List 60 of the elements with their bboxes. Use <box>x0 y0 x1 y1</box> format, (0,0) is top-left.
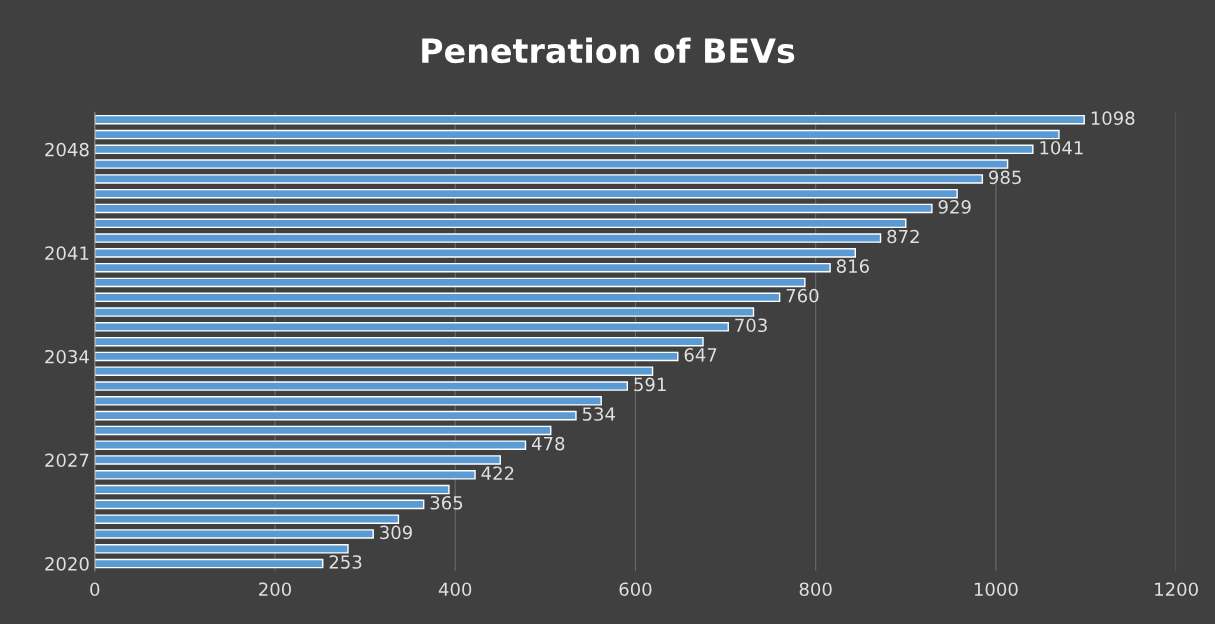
bar <box>94 218 907 229</box>
data-label: 309 <box>380 525 412 540</box>
bar <box>94 470 476 480</box>
bar <box>94 322 729 332</box>
bar <box>94 248 857 258</box>
x-tick-label: 800 <box>799 582 832 597</box>
bar <box>94 544 349 554</box>
bar <box>94 558 324 569</box>
bar <box>94 366 654 376</box>
data-label: 422 <box>481 466 514 480</box>
data-label: 1098 <box>1091 111 1135 125</box>
x-tick-label: 400 <box>438 582 472 597</box>
bar <box>94 277 806 288</box>
y-tick-label: 2041 <box>45 246 89 260</box>
bar <box>94 529 374 539</box>
x-tick-label: 200 <box>259 582 292 597</box>
bar <box>94 129 1060 140</box>
bar <box>94 292 781 303</box>
bar <box>94 144 1034 155</box>
bar <box>94 484 450 495</box>
data-label: 365 <box>430 495 463 510</box>
bar <box>94 174 984 184</box>
bar <box>94 351 679 362</box>
data-label: 534 <box>582 407 615 421</box>
bar <box>94 262 831 273</box>
data-label: 760 <box>786 288 819 303</box>
data-label: 591 <box>634 377 666 392</box>
data-label: 929 <box>938 200 971 214</box>
bar <box>94 425 552 436</box>
bar <box>94 381 629 391</box>
data-label: 1041 <box>1040 140 1083 155</box>
data-label: 985 <box>989 170 1021 185</box>
bar <box>94 396 602 406</box>
bar <box>94 410 577 421</box>
y-tick-label: 2020 <box>45 557 89 571</box>
bar <box>94 499 425 510</box>
y-tick-label: 2027 <box>45 453 89 468</box>
bar <box>94 233 882 243</box>
bar <box>94 159 1009 169</box>
data-label: 253 <box>329 555 362 569</box>
y-tick-label: 2034 <box>45 349 89 364</box>
bar <box>94 514 400 524</box>
chart-title: Penetration of BEVs <box>422 37 795 64</box>
data-label: 478 <box>531 436 565 451</box>
bar <box>94 455 501 465</box>
x-tick-label: 0 <box>90 582 100 597</box>
bar <box>94 203 933 214</box>
bar <box>94 440 527 450</box>
data-label: 816 <box>836 259 869 273</box>
data-label: 703 <box>735 318 767 333</box>
data-label: 647 <box>684 348 717 362</box>
bar <box>94 336 704 347</box>
bar <box>94 307 755 317</box>
x-tick-label: 1200 <box>1155 582 1198 597</box>
data-label: 872 <box>887 229 919 244</box>
x-tick-label: 600 <box>619 582 652 597</box>
bar <box>94 188 958 199</box>
y-tick-label: 2048 <box>45 142 89 157</box>
bar <box>94 114 1085 125</box>
x-tick-label: 1000 <box>974 582 1018 597</box>
